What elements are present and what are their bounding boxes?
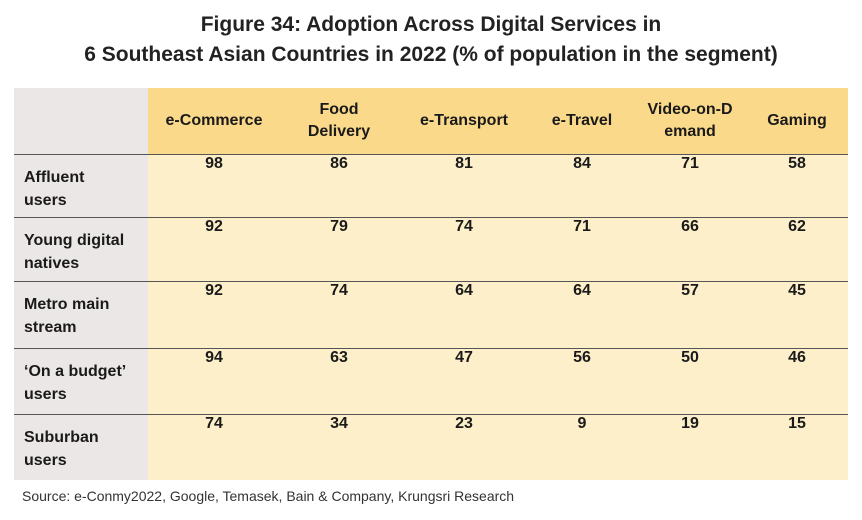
- value-cell: 50: [634, 348, 746, 415]
- value-cell: 74: [280, 281, 398, 349]
- value-cell: 57: [634, 281, 746, 349]
- adoption-table: e-Commerce Food Delivery e-Transport e-T…: [14, 88, 848, 480]
- row-label: Metro main stream: [24, 296, 110, 336]
- row-label-cell: Metro main stream: [14, 281, 148, 349]
- value-cell: 34: [280, 414, 398, 480]
- row-label-cell: Young digital natives: [14, 217, 148, 282]
- value-cell: 84: [530, 154, 634, 218]
- row-label-cell: Affluent users: [14, 154, 148, 218]
- value-cell: 81: [398, 154, 530, 218]
- column-header-label: Food Delivery: [307, 101, 371, 140]
- source-note: Source: e-Conmy2022, Google, Temasek, Ba…: [22, 488, 515, 504]
- value-cell: 9: [530, 414, 634, 480]
- table-row: ‘On a budget’ users 94 63 47 56 50 46: [14, 348, 848, 415]
- value-cell: 23: [398, 414, 530, 480]
- chart-title: Figure 34: Adoption Across Digital Servi…: [0, 10, 862, 70]
- column-header: Gaming: [746, 88, 848, 155]
- table-body: Affluent users 98 86 81 84 71 58 Young digital …: [14, 154, 848, 480]
- column-header: Food Delivery: [280, 88, 398, 155]
- value-cell: 45: [746, 281, 848, 349]
- row-label: Young digital natives: [24, 232, 125, 272]
- value-cell: 86: [280, 154, 398, 218]
- value-cell: 74: [398, 217, 530, 282]
- value-cell: 98: [148, 154, 280, 218]
- value-cell: 63: [280, 348, 398, 415]
- value-cell: 64: [398, 281, 530, 349]
- row-label: Suburban users: [24, 429, 99, 469]
- value-cell: 94: [148, 348, 280, 415]
- value-cell: 71: [634, 154, 746, 218]
- row-label-cell: Suburban users: [14, 414, 148, 480]
- row-label-cell: ‘On a budget’ users: [14, 348, 148, 415]
- value-cell: 79: [280, 217, 398, 282]
- table-row: Metro main stream 92 74 64 64 57 45: [14, 281, 848, 349]
- column-header: e-Travel: [530, 88, 634, 155]
- value-cell: 71: [530, 217, 634, 282]
- column-header: Video-on-Demand: [634, 88, 746, 155]
- value-cell: 15: [746, 414, 848, 480]
- value-cell: 66: [634, 217, 746, 282]
- table-row: Young digital natives 92 79 74 71 66 62: [14, 217, 848, 282]
- value-cell: 56: [530, 348, 634, 415]
- header-row: e-Commerce Food Delivery e-Transport e-T…: [14, 88, 848, 155]
- table-row: Suburban users 74 34 23 9 19 15: [14, 414, 848, 480]
- column-header-label: Video-on-Demand: [647, 101, 733, 140]
- header-corner-cell: [14, 88, 148, 155]
- row-label: Affluent users: [24, 169, 85, 209]
- value-cell: 74: [148, 414, 280, 480]
- value-cell: 64: [530, 281, 634, 349]
- value-cell: 47: [398, 348, 530, 415]
- column-header: e-Commerce: [148, 88, 280, 155]
- table-row: Affluent users 98 86 81 84 71 58: [14, 154, 848, 218]
- row-label: ‘On a budget’ users: [24, 363, 126, 403]
- value-cell: 92: [148, 217, 280, 282]
- value-cell: 58: [746, 154, 848, 218]
- value-cell: 46: [746, 348, 848, 415]
- value-cell: 92: [148, 281, 280, 349]
- value-cell: 62: [746, 217, 848, 282]
- chart-title-line-2: 6 Southeast Asian Countries in 2022 (% o…: [84, 43, 778, 66]
- column-header: e-Transport: [398, 88, 530, 155]
- value-cell: 19: [634, 414, 746, 480]
- chart-title-line-1: Figure 34: Adoption Across Digital Servi…: [200, 13, 662, 36]
